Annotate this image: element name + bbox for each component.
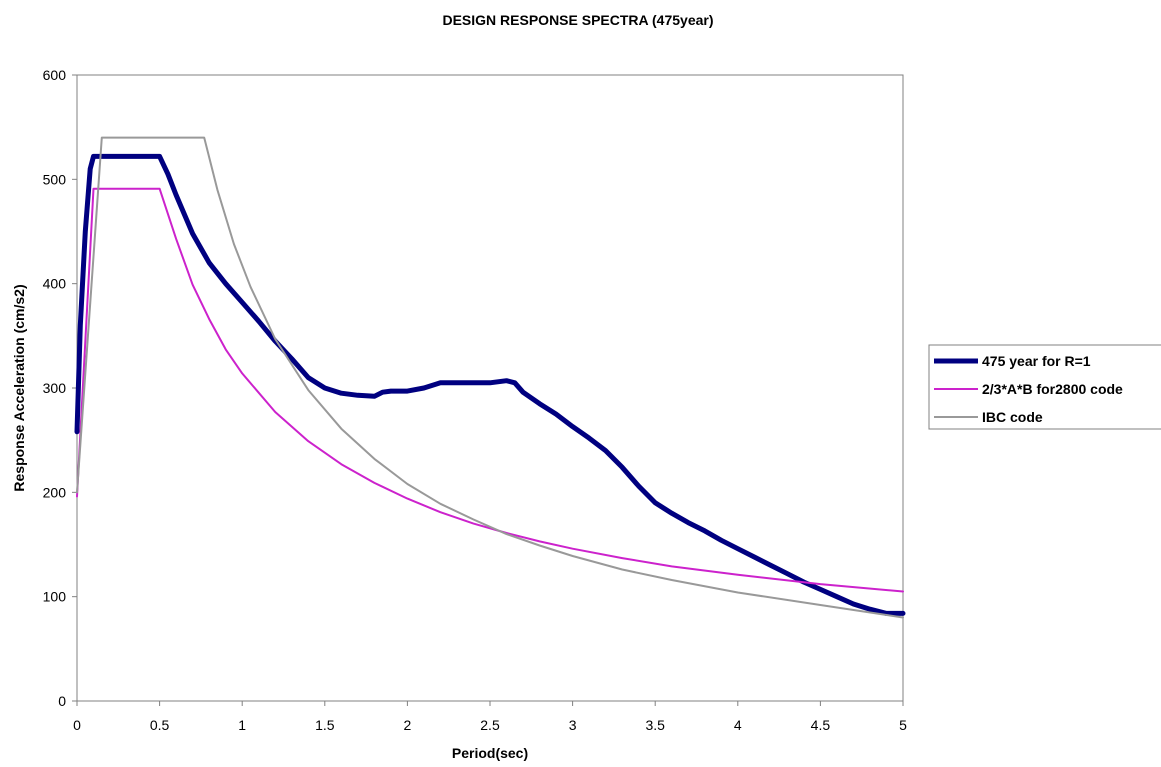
x-tick-label: 4 <box>734 717 742 733</box>
x-tick-label: 2 <box>404 717 412 733</box>
y-tick-label: 400 <box>43 276 67 292</box>
chart-title: DESIGN RESPONSE SPECTRA (475year) <box>442 12 713 28</box>
x-tick-label: 1 <box>238 717 246 733</box>
series-line-ibc-code <box>76 136 904 619</box>
legend: 475 year for R=1 2/3*A*B for2800 code IB… <box>928 344 1161 430</box>
y-tick-label: 0 <box>58 693 66 709</box>
series-line-2800-code <box>76 187 904 593</box>
series-lines <box>74 136 906 619</box>
series-line-475-year <box>74 153 906 616</box>
x-tick-label: 5 <box>899 717 907 733</box>
y-axis: 0 100 200 300 400 500 600 <box>43 67 77 709</box>
x-tick-label: 3.5 <box>645 717 665 733</box>
y-tick-label: 500 <box>43 171 67 187</box>
x-axis-title: Period(sec) <box>452 745 528 761</box>
legend-label-ibc-code: IBC code <box>982 409 1043 425</box>
x-tick-label: 0.5 <box>150 717 170 733</box>
x-tick-label: 2.5 <box>480 717 500 733</box>
y-tick-label: 100 <box>43 589 67 605</box>
legend-label-2800-code: 2/3*A*B for2800 code <box>982 381 1123 397</box>
y-tick-label: 200 <box>43 484 67 500</box>
x-tick-label: 3 <box>569 717 577 733</box>
legend-label-475-year: 475 year for R=1 <box>982 353 1091 369</box>
x-tick-label: 1.5 <box>315 717 335 733</box>
plot-area <box>76 74 904 702</box>
x-tick-label: 0 <box>73 717 81 733</box>
x-axis: 0 0.5 1 1.5 2 2.5 3 3.5 4 4.5 5 <box>73 701 907 733</box>
x-tick-label: 4.5 <box>811 717 831 733</box>
y-tick-label: 600 <box>43 67 67 83</box>
y-tick-label: 300 <box>43 380 67 396</box>
y-axis-title: Response Acceleration (cm/s2) <box>11 284 27 491</box>
